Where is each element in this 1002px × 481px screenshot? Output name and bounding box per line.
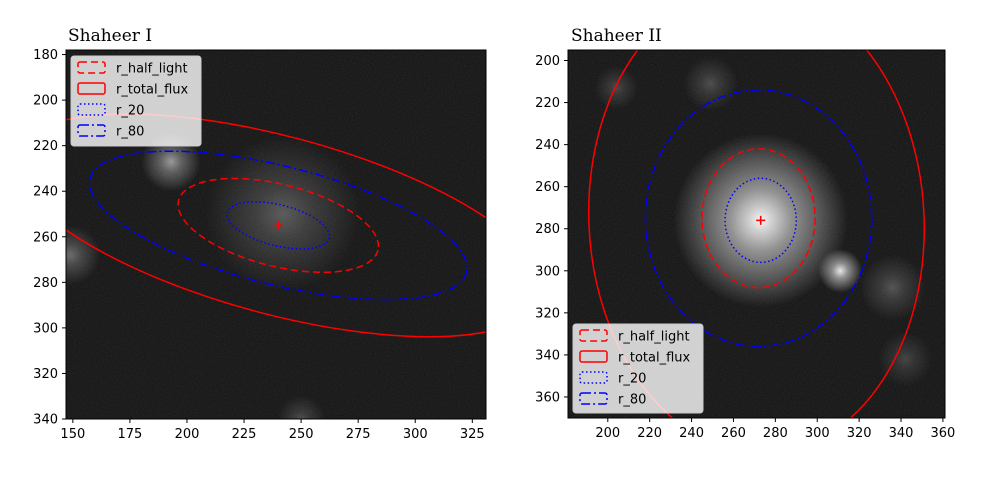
ellipse-r-total-flux	[66, 113, 486, 338]
panel-title: Shaheer I	[68, 26, 152, 46]
image-blob	[277, 395, 325, 419]
x-axis: 200 220 240 260 280 300 320 340 360	[595, 418, 955, 441]
center-marker	[273, 220, 283, 230]
image-blob	[683, 56, 738, 111]
legend-swatch	[77, 124, 106, 137]
x-tick-label: 280	[763, 426, 788, 441]
x-tick-label: 200	[175, 427, 200, 442]
y-axis: 200 220 240 260 280 300 320 340 360	[535, 54, 568, 405]
y-tick-label: 240	[33, 185, 58, 200]
image-blob	[818, 249, 863, 293]
x-tick-label: 340	[889, 426, 914, 441]
y-tick-label: 260	[33, 230, 58, 245]
x-tick-label: 150	[60, 427, 85, 442]
image-blob	[594, 66, 638, 110]
y-tick-label: 360	[535, 390, 560, 405]
x-tick-label: 300	[805, 426, 830, 441]
x-tick-label: 250	[289, 427, 314, 442]
aperture-ellipses	[587, 50, 926, 418]
x-tick-label: 300	[403, 427, 428, 442]
legend-box	[70, 55, 202, 147]
legend-label: r_total_flux	[116, 83, 188, 98]
y-tick-label: 300	[535, 264, 560, 279]
ellipse-r-total-flux	[587, 50, 926, 418]
x-tick-label: 260	[721, 426, 746, 441]
y-tick-label: 280	[33, 276, 58, 291]
y-tick-label: 260	[535, 180, 560, 195]
panel-shaheer-ii: Shaheer II 200 220 240 260 280 300 320 340 360 2…	[535, 26, 955, 441]
y-tick-label: 280	[535, 222, 560, 237]
x-tick-label: 200	[595, 426, 620, 441]
image-blob	[859, 254, 926, 321]
y-tick-label: 320	[33, 367, 58, 382]
y-axis: 180 200 220 240 260 280 300 320 340	[33, 48, 66, 428]
legend: r_half_light r_total_flux r_20 r_80	[572, 323, 704, 414]
y-tick-label: 180	[33, 48, 58, 63]
y-tick-label: 340	[33, 413, 58, 428]
x-tick-label: 325	[460, 427, 485, 442]
panel-shaheer-i: Shaheer I 150 175 200 225 250 275 300 325 180 20…	[33, 26, 487, 442]
y-tick-label: 300	[33, 321, 58, 336]
y-tick-label: 340	[535, 348, 560, 363]
x-tick-label: 320	[847, 426, 872, 441]
legend-swatch	[579, 350, 608, 363]
legend-label: r_20	[116, 104, 144, 119]
legend-swatch	[579, 371, 608, 384]
y-tick-label: 240	[535, 138, 560, 153]
legend-label: r_total_flux	[618, 351, 690, 366]
legend-swatch	[77, 61, 106, 74]
ellipse-r-80	[88, 150, 468, 301]
legend: r_half_light r_total_flux r_20 r_80	[70, 55, 202, 147]
x-tick-label: 360	[930, 426, 955, 441]
image-blob	[141, 131, 201, 192]
axes-frame	[65, 49, 487, 420]
x-tick-label: 275	[346, 427, 371, 442]
legend-swatch	[77, 82, 106, 95]
legend-swatch	[77, 103, 106, 116]
x-tick-label: 240	[679, 426, 704, 441]
legend-swatch	[579, 392, 608, 405]
legend-label: r_80	[618, 393, 646, 408]
ellipse-r-half-light	[701, 148, 816, 289]
image-blob	[66, 225, 101, 285]
x-axis: 150 175 200 225 250 275 300 325	[60, 419, 485, 442]
legend-label: r_80	[116, 125, 144, 140]
y-tick-label: 200	[535, 54, 560, 69]
axes-frame	[567, 49, 946, 419]
image-blob	[877, 331, 933, 387]
y-tick-label: 200	[33, 94, 58, 109]
x-tick-label: 225	[232, 427, 257, 442]
legend-label: r_half_light	[618, 330, 690, 345]
ellipse-r-20	[724, 177, 798, 264]
ellipse-r-20	[226, 201, 331, 250]
legend-box	[572, 323, 704, 414]
legend-swatch	[579, 329, 608, 342]
x-tick-label: 175	[117, 427, 142, 442]
y-tick-label: 220	[33, 139, 58, 154]
x-tick-label: 220	[637, 426, 662, 441]
center-marker	[756, 215, 766, 225]
panel-title: Shaheer II	[571, 26, 662, 46]
legend-label: r_half_light	[116, 62, 188, 77]
legend-label: r_20	[618, 372, 646, 387]
y-tick-label: 220	[535, 96, 560, 111]
ellipse-r-80	[644, 89, 873, 348]
y-tick-label: 320	[535, 306, 560, 321]
